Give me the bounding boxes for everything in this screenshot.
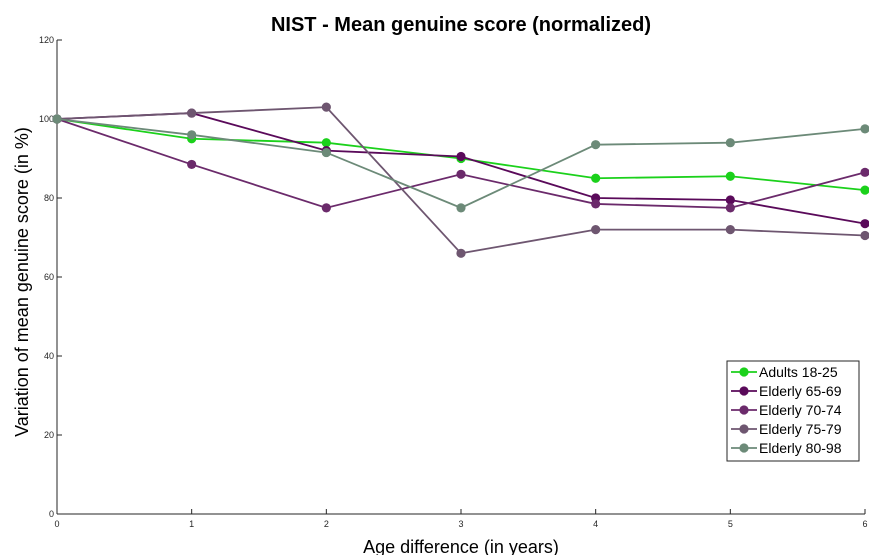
y-tick-label: 60 <box>44 272 54 282</box>
legend-marker <box>739 424 749 434</box>
legend-marker <box>739 443 749 453</box>
data-point <box>725 171 735 181</box>
data-point <box>860 124 869 134</box>
data-point <box>725 225 735 235</box>
data-point <box>321 138 331 148</box>
x-tick-label: 4 <box>593 519 598 529</box>
legend-label: Elderly 65-69 <box>759 383 842 399</box>
legend-label: Elderly 80-98 <box>759 440 842 456</box>
x-tick-label: 2 <box>324 519 329 529</box>
data-point <box>456 151 466 162</box>
data-point <box>321 203 331 213</box>
legend-label: Elderly 75-79 <box>759 421 842 437</box>
legend-label: Adults 18-25 <box>759 364 838 380</box>
legend-marker <box>739 386 749 396</box>
data-point <box>187 108 197 118</box>
series-3 <box>52 114 869 213</box>
data-point <box>591 225 601 235</box>
y-tick-label: 0 <box>49 509 54 519</box>
legend-label: Elderly 70-74 <box>759 402 842 418</box>
x-tick-label: 3 <box>458 519 463 529</box>
data-point <box>591 199 601 209</box>
y-tick-label: 100 <box>39 114 54 124</box>
x-tick-label: 1 <box>189 519 194 529</box>
data-point <box>860 167 869 177</box>
data-point <box>725 138 735 148</box>
chart-title: NIST - Mean genuine score (normalized) <box>271 14 651 36</box>
x-axis-label: Age difference (in years) <box>363 537 559 555</box>
y-tick-label: 40 <box>44 351 54 361</box>
data-point <box>591 140 601 150</box>
y-tick-label: 120 <box>39 35 54 45</box>
data-point <box>725 203 735 213</box>
y-axis-label: Variation of mean genuine score (in %) <box>12 127 32 437</box>
legend: Adults 18-25 Elderly 65-69 Elderly 70-74 El… <box>726 360 860 462</box>
data-point <box>52 114 62 124</box>
data-point <box>860 219 869 229</box>
series-layer <box>52 102 869 258</box>
data-point <box>860 230 869 241</box>
data-point <box>456 203 466 213</box>
series-4 <box>52 102 869 258</box>
y-tick-label: 80 <box>44 193 54 203</box>
series-line <box>56 118 866 209</box>
y-tick-label: 20 <box>44 430 54 440</box>
series-line <box>56 106 866 255</box>
data-point <box>456 169 466 179</box>
data-point <box>860 185 869 195</box>
x-tick-label: 6 <box>862 519 867 529</box>
data-point <box>187 159 197 170</box>
data-point <box>456 248 466 258</box>
data-point <box>591 173 601 183</box>
data-point <box>321 147 331 158</box>
data-point <box>187 130 197 140</box>
legend-box <box>726 360 860 462</box>
data-point <box>321 102 331 112</box>
legend-marker <box>739 405 749 415</box>
x-tick-label: 5 <box>728 519 733 529</box>
x-tick-label: 0 <box>54 519 59 529</box>
data-point <box>725 195 735 205</box>
series-5 <box>52 114 869 213</box>
legend-marker <box>739 367 749 377</box>
